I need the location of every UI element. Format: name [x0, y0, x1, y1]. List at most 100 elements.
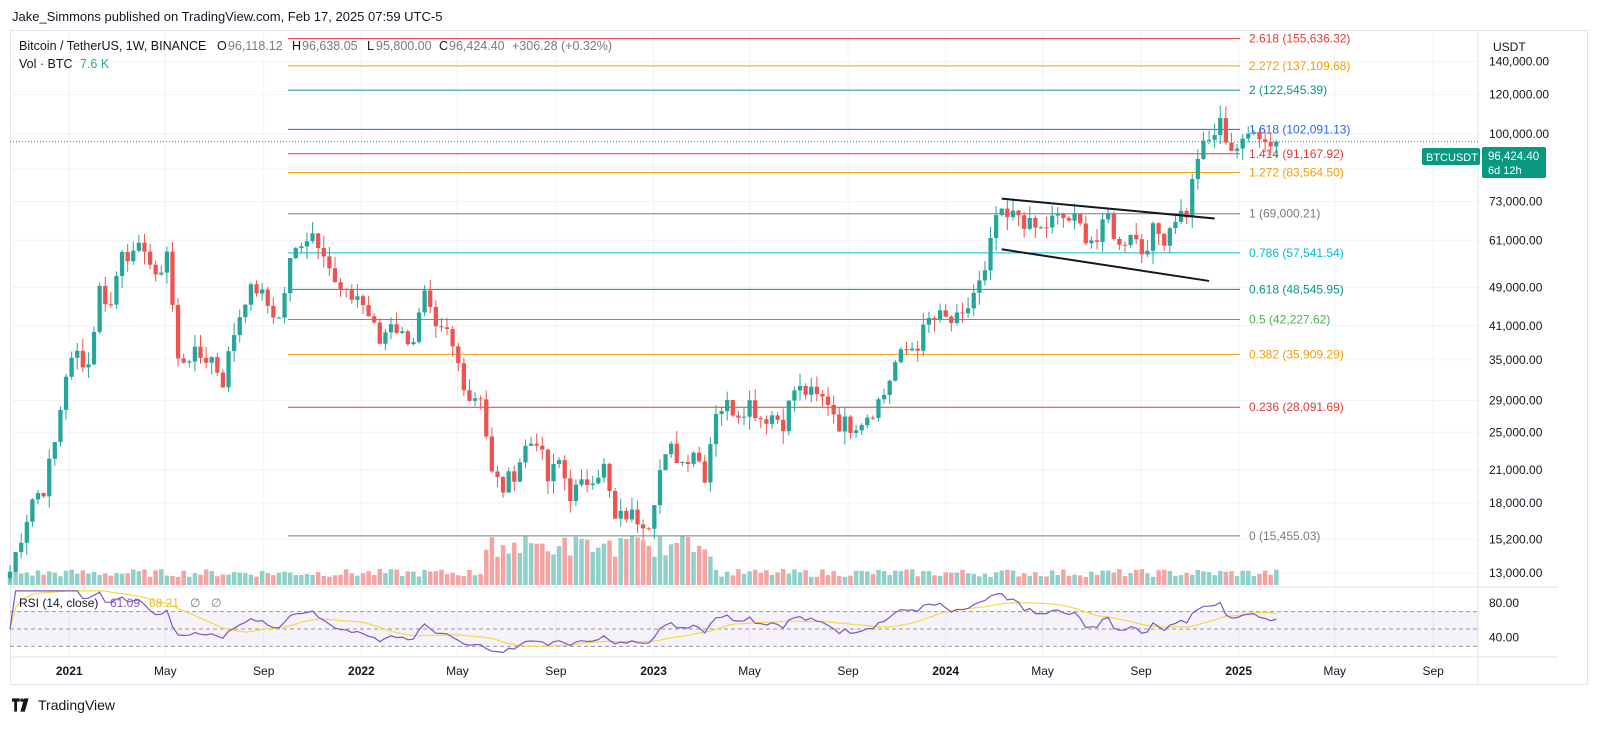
currency-label[interactable]: USDT	[1493, 40, 1526, 54]
trendlines[interactable]	[1001, 197, 1215, 282]
volume-bar	[1234, 576, 1240, 585]
legend-rsi: 61.09	[110, 596, 140, 610]
candle-body	[80, 350, 85, 368]
eye-off-icon[interactable]: ∅	[190, 596, 200, 610]
candle-body	[909, 348, 915, 351]
volume-bar	[1150, 576, 1156, 585]
volume-bar	[69, 569, 74, 585]
candle-body	[35, 493, 41, 500]
volume-bar	[512, 542, 517, 585]
candle-body	[736, 415, 741, 418]
candle-body	[921, 324, 926, 351]
candle-body	[831, 404, 836, 415]
candle-body	[316, 233, 321, 248]
volume-bar	[629, 536, 635, 585]
candle-body	[954, 312, 960, 323]
candle-body	[641, 524, 646, 529]
candle-body	[1033, 217, 1038, 228]
candle-body	[1162, 233, 1167, 246]
candle-body	[517, 462, 523, 482]
trendline	[1001, 197, 1215, 220]
volume-bar	[456, 575, 461, 585]
volume-bar	[601, 543, 607, 585]
volume-bar	[63, 570, 69, 585]
candle-body	[388, 324, 394, 333]
trendline	[1001, 248, 1210, 282]
footer-brand[interactable]: TradingView	[12, 697, 115, 713]
legend-volume-label[interactable]: Vol · BTC	[19, 57, 73, 71]
volume-bar	[282, 571, 287, 585]
candle-body	[702, 461, 707, 483]
candle-body	[1083, 223, 1088, 244]
candle-body	[1094, 240, 1100, 242]
volume-bar	[153, 570, 158, 585]
volume-bar	[993, 572, 999, 585]
legend-high-label: H	[292, 39, 301, 53]
candle-body	[444, 327, 450, 330]
volume-bar	[685, 537, 691, 585]
candle-body	[131, 250, 136, 262]
candle-body	[153, 264, 158, 275]
volume-bar	[484, 549, 489, 585]
candle-body	[489, 436, 494, 472]
volume-bar	[618, 537, 623, 585]
candle-body	[814, 386, 819, 394]
candle-body	[1234, 148, 1240, 151]
candle-body	[164, 251, 170, 273]
candle-body	[394, 324, 399, 333]
candle-body	[433, 306, 438, 327]
candle-body	[584, 479, 590, 486]
legend-high: 96,638.05	[302, 39, 358, 53]
volume-bar	[136, 571, 142, 585]
volume-bar	[965, 573, 971, 585]
candle-body	[1022, 215, 1027, 229]
legend-symbol[interactable]: Bitcoin / TetherUS, 1W, BINANCE	[19, 39, 206, 53]
candle-body	[1206, 139, 1212, 141]
volume-bar	[949, 572, 954, 585]
volume-bar	[1268, 574, 1273, 585]
legend-low-label: L	[367, 39, 374, 53]
candle-body	[652, 505, 657, 529]
candle-body	[1150, 223, 1156, 251]
candle-body	[416, 312, 422, 343]
volume-bar	[876, 569, 881, 585]
volume-bar	[1117, 569, 1122, 585]
volume-bar	[668, 544, 674, 585]
candle-body	[540, 445, 545, 450]
volume-bar	[422, 569, 427, 585]
volume-bar	[192, 573, 198, 585]
candle-body	[663, 454, 668, 471]
volume-bar	[848, 575, 853, 585]
candle-body	[747, 400, 752, 417]
candle-body	[237, 317, 242, 336]
candle-body	[1218, 118, 1223, 136]
candle-body	[797, 385, 803, 391]
candle-body	[1027, 217, 1032, 229]
candle-body	[1190, 179, 1195, 218]
candle-body	[685, 461, 691, 464]
volume-bar	[1246, 570, 1251, 585]
last-price-bg	[1482, 147, 1546, 178]
candle-body	[568, 478, 573, 502]
candle-body	[1257, 132, 1262, 140]
footer-brand-label: TradingView	[38, 697, 116, 713]
legend-rsi-label[interactable]: RSI (14, close)	[19, 596, 98, 610]
candle-body	[853, 430, 859, 433]
volume-bar	[803, 570, 808, 585]
candle-body	[293, 248, 298, 258]
volume-bar	[1005, 569, 1010, 585]
candle-body	[725, 400, 730, 412]
fibonacci-retracement[interactable]: 2.618 (155,636.32) 2.272 (137,109.68) 2 (1…	[10, 32, 1478, 543]
eye-off-icon[interactable]: ∅	[211, 596, 221, 610]
candle-body	[215, 357, 220, 373]
volume-bar	[164, 575, 170, 585]
time-tick-label: 2023	[640, 664, 667, 678]
volume-bar	[1010, 570, 1016, 585]
volume-bar	[30, 575, 35, 585]
candle-body	[1016, 210, 1021, 216]
candle-body	[119, 251, 125, 276]
volume-bar	[741, 574, 747, 585]
volume-bar	[1195, 569, 1201, 585]
volume-bar	[562, 537, 567, 585]
candle-body	[713, 413, 719, 445]
